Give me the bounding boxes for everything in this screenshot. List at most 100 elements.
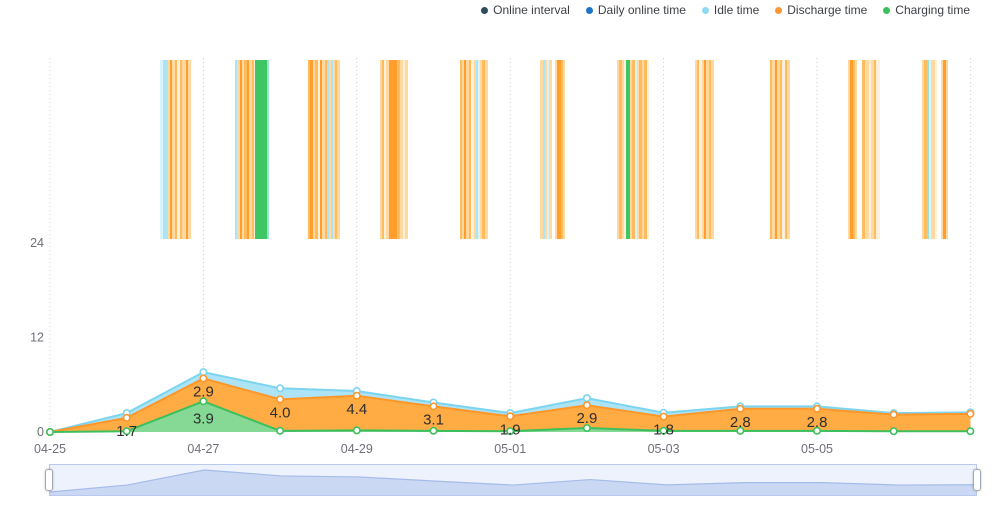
online-interval-bar [619,60,622,239]
online-interval-bar [315,60,318,239]
legend-item-online-interval[interactable]: Online interval [481,3,570,17]
x-axis-label: 05-05 [801,442,833,456]
discharge-value-label: 4.4 [346,401,367,418]
legend-item-discharge-time[interactable]: Discharge time [775,3,867,17]
online-interval-bar [624,60,626,239]
online-interval-bar [545,60,547,239]
charging-time-marker[interactable] [889,427,898,436]
online-interval-bar [320,60,322,239]
online-interval-bar [865,60,869,239]
online-interval-bar [170,60,172,239]
online-interval-bar [848,60,850,239]
online-interval-bar [267,60,269,239]
online-interval-bar [772,60,775,239]
discharge-time-marker[interactable] [812,404,821,413]
online-interval-bar [163,60,168,239]
online-interval-bar [403,60,405,239]
discharge-time-marker[interactable] [659,412,668,421]
online-interval-bar [929,60,931,239]
online-interval-bar [386,60,389,239]
online-interval-bar [327,60,329,239]
charging-time-marker[interactable] [506,427,515,436]
online-interval-bar [308,60,310,239]
online-interval-bar [543,60,545,239]
online-interval-bar [460,60,462,239]
online-interval-bar [240,60,242,239]
online-interval-bar [397,60,400,239]
online-interval-bar [697,60,699,239]
online-interval-bar [850,60,853,239]
online-interval-bar [249,60,252,239]
discharge-time-marker[interactable] [889,410,898,419]
discharge-value-label: 4.0 [270,404,291,421]
discharge-time-marker[interactable] [276,395,285,404]
y-axis-label: 24 [30,236,44,250]
discharge-time-marker[interactable] [352,391,361,400]
charging-time-marker[interactable] [45,427,54,436]
idle-time-marker[interactable] [582,394,591,403]
online-interval-bar [247,60,249,239]
online-interval-bar [785,60,787,239]
charging-time-legend-dot-icon [883,6,891,14]
chart-legend: Online interval Daily online time Idle tim… [481,3,970,17]
online-interval-bar [254,60,255,239]
charging-time-marker[interactable] [659,426,668,435]
y-axis-label: 12 [30,331,44,345]
online-interval-bar [946,60,948,239]
online-interval-bar [770,60,772,239]
online-interval-bar [617,60,619,239]
charging-time-marker[interactable] [582,424,591,433]
online-interval-bar [325,60,327,239]
online-interval-bar [711,60,714,239]
charging-time-marker[interactable] [812,426,821,435]
discharge-time-marker[interactable] [122,413,131,422]
discharge-time-marker[interactable] [506,412,515,421]
charging-time-marker[interactable] [276,426,285,435]
charging-time-marker[interactable] [429,426,438,435]
datazoom-right-handle[interactable] [973,469,981,491]
datazoom-shadow-line [50,469,976,493]
online-interval-bar [775,60,777,239]
online-interval-bar [180,60,182,239]
charging-time-marker[interactable] [122,427,131,436]
legend-item-charging-time[interactable]: Charging time [883,3,970,17]
online-interval-bar [322,60,325,239]
online-interval-bar [182,60,186,239]
online-interval-bar [782,60,785,239]
legend-item-idle-time[interactable]: Idle time [701,3,760,17]
datazoom-left-handle[interactable] [45,469,53,491]
discharge-time-marker[interactable] [736,404,745,413]
online-interval-bar [869,60,871,239]
idle-time-marker[interactable] [276,384,285,393]
x-axis-label: 04-27 [187,442,219,456]
online-interval-bar [172,60,175,239]
online-interval-bar [255,60,267,239]
datazoom-slider[interactable] [45,464,981,496]
discharge-time-marker[interactable] [199,374,208,383]
idle-time-marker[interactable] [199,368,208,377]
online-interval-bar [252,60,254,239]
online-interval-bar [313,60,315,239]
charging-time-marker[interactable] [199,397,208,406]
charging-time-marker[interactable] [736,426,745,435]
legend-item-daily-online-time[interactable]: Daily online time [585,3,686,17]
discharge-value-label: 2.8 [807,414,828,431]
legend-item-label: Online interval [493,3,570,17]
charging-time-area [50,401,971,432]
online-interval-bar [630,60,632,239]
online-interval-bar [337,60,340,239]
online-interval-bar [462,60,464,239]
online-interval-bar [482,60,485,239]
charging-time-marker[interactable] [966,427,975,436]
online-interval-bar [922,60,924,239]
discharge-time-marker[interactable] [429,402,438,411]
discharge-time-marker[interactable] [582,401,591,410]
discharge-time-marker[interactable] [966,409,975,418]
online-interval-bar [635,60,637,239]
online-interval-bar [466,60,469,239]
online-interval-bar [244,60,247,239]
legend-item-label: Idle time [713,3,760,17]
charging-time-marker[interactable] [352,426,361,435]
online-interval-bar [547,60,549,239]
